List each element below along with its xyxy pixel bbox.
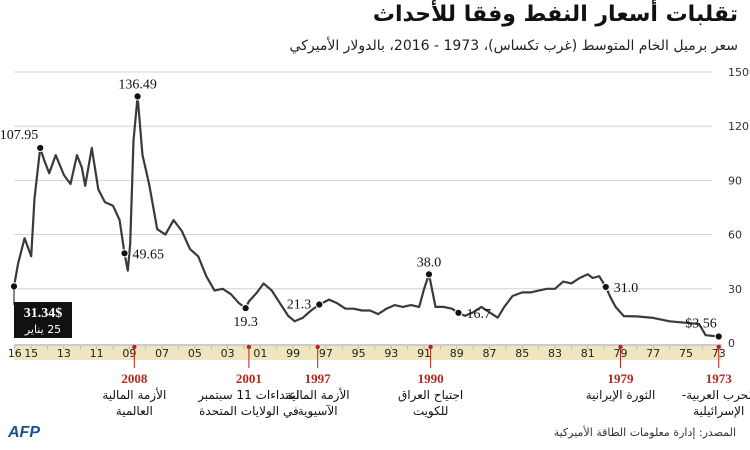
annotation-label: 38.0	[417, 255, 442, 270]
x-tick-label: 81	[581, 347, 595, 360]
event-text: الآسيوية	[298, 404, 338, 419]
x-tick-label: 07	[155, 347, 169, 360]
event-label-1973: 1973 الحرب العربية-الإسرائيلية	[682, 371, 750, 419]
x-tick-label: 87	[483, 347, 497, 360]
x-axis-band	[14, 346, 722, 360]
event-year: 1997	[305, 371, 332, 386]
annotation-point	[36, 143, 45, 153]
event-year: 1973	[706, 371, 733, 386]
x-tick-label: 97	[319, 347, 333, 360]
annotation-label: 31.0	[614, 281, 639, 296]
event-text: في الولايات المتحدة	[199, 404, 299, 419]
y-tick-label: 120	[728, 120, 749, 133]
x-tick-label: 89	[450, 347, 464, 360]
price-line	[12, 95, 719, 338]
afp-logo: AFP	[8, 424, 40, 441]
chart-subtitle: سعر برميل الخام المتوسط (غرب تكساس)، 197…	[289, 38, 738, 54]
annotation-point	[601, 282, 610, 292]
chart-title: تقلبات أسعار النفط وفقا للأحداث	[372, 2, 738, 27]
x-tick-label: 77	[646, 347, 660, 360]
event-marker-dot	[246, 344, 252, 350]
event-year: 2008	[121, 371, 148, 386]
annotation-point	[454, 308, 463, 317]
annotation-label: 49.65	[132, 247, 164, 262]
annotation-point	[241, 304, 250, 313]
event-year: 1979	[608, 371, 635, 386]
y-tick-label: 90	[728, 174, 742, 187]
event-marker-dot	[315, 344, 320, 350]
event-text: اجتياح العراق	[398, 388, 463, 403]
event-year: 1990	[418, 371, 444, 386]
source-note: المصدر: إدارة معلومات الطاقة الأميركية	[553, 426, 736, 439]
x-tick-label: 75	[679, 347, 693, 360]
x-tick-label: 05	[188, 347, 202, 360]
event-text: العالمية	[116, 404, 153, 418]
event-text: الأزمة المالية	[286, 387, 350, 403]
annotation-point	[714, 332, 723, 341]
annotation-point	[315, 300, 324, 309]
x-tick-label: 09	[122, 347, 136, 360]
x-tick-label: 15	[24, 347, 38, 360]
event-marker-dot	[618, 344, 623, 350]
y-tick-label: 0	[728, 337, 735, 350]
annotation-label: $3.56	[685, 316, 717, 331]
event-text: الإسرائيلية	[693, 404, 744, 419]
x-tick-label: 03	[221, 347, 235, 360]
x-tick-label: 99	[286, 347, 300, 360]
event-text: الثورة الإيرانية	[586, 388, 656, 403]
annotation-label: 19.3	[233, 315, 258, 330]
event-text: الأزمة المالية	[102, 387, 166, 403]
x-tick-label: 83	[548, 347, 562, 360]
event-marker-dot	[716, 344, 721, 350]
event-text: اعتداءات 11 سبتمبر	[197, 388, 299, 403]
current-value-box	[14, 302, 72, 338]
event-text: الحرب العربية-	[682, 388, 750, 403]
annotation-point	[424, 270, 434, 279]
x-tick-label: 11	[90, 347, 104, 360]
annotation-label: 136.49	[118, 77, 157, 92]
x-tick-label: 01	[253, 347, 267, 360]
annotation-point	[120, 249, 129, 258]
event-label-1979: 1979 الثورة الإيرانية	[586, 371, 656, 403]
current-date: 25 يناير	[24, 323, 61, 336]
x-tick-label: 93	[384, 347, 398, 360]
event-marker-dot	[132, 344, 137, 350]
event-year: 2001	[236, 371, 262, 386]
event-marker-dot	[428, 344, 433, 350]
current-value: 31.34$	[24, 306, 63, 321]
annotation-label: 107.95	[0, 128, 38, 143]
y-tick-label: 30	[728, 283, 742, 296]
x-tick-label: 91	[417, 347, 431, 360]
x-tick-label: 85	[515, 347, 529, 360]
y-tick-label: 150$	[728, 66, 750, 79]
annotation-label: 16.7	[466, 307, 491, 322]
annotation-point	[133, 92, 142, 101]
y-tick-label: 60	[728, 229, 742, 242]
x-tick-label: 16	[8, 347, 22, 360]
annotation-label: 21.3	[287, 298, 312, 313]
x-tick-label: 13	[57, 347, 71, 360]
x-tick-label: 95	[352, 347, 366, 360]
event-text: للكويت	[413, 404, 449, 419]
